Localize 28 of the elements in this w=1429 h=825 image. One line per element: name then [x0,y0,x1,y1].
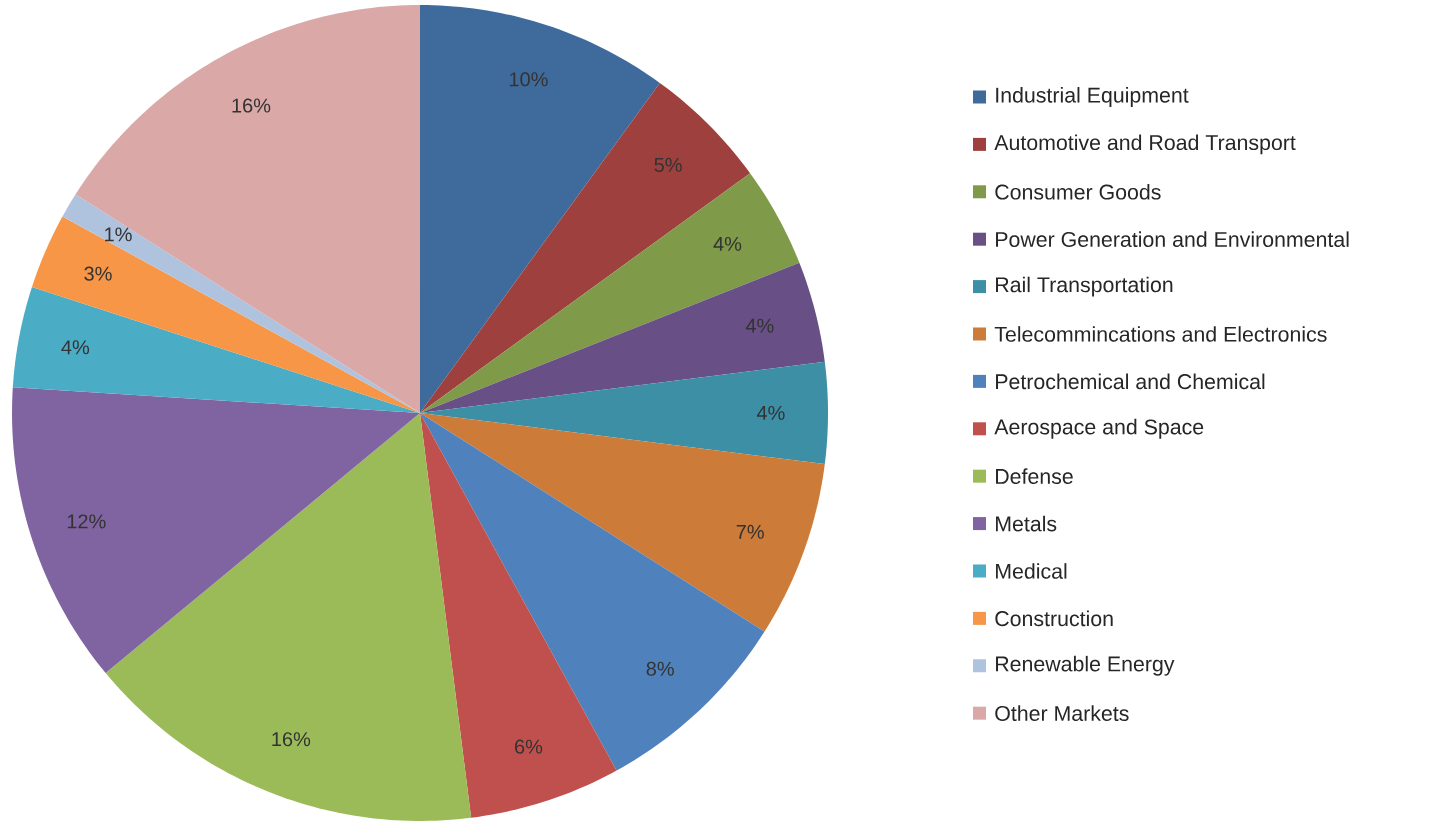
data-label: 4% [713,236,742,251]
data-label: 16% [232,98,271,113]
legend-label: Renewable Energy [996,655,1175,676]
legend-label: Metals [996,515,1057,532]
data-label: 16% [272,732,311,747]
legend-label: Other Markets [995,705,1129,722]
legend-label: Medical [996,563,1067,579]
data-label: 1% [105,227,132,242]
data-label: 4% [745,318,774,333]
legend-label: Construction [995,610,1113,627]
legend-label: Telecommincations and Electronics [994,326,1327,342]
data-label: 8% [646,661,674,676]
legend-label: Aerospace and Space [994,418,1204,439]
data-label: 3% [84,266,112,281]
legend-label: Rail Transportation [996,276,1173,297]
legend-label: Defense [996,468,1073,485]
legend-label: Industrial Equipment [996,87,1189,107]
legend-label: Power Generation and Environmental [996,231,1349,248]
data-label: 4% [756,406,785,420]
data-label: 12% [67,514,106,529]
legend-label: Petrochemical and Chemical [996,373,1265,390]
legend-label: Automotive and Road Transport [994,134,1296,155]
data-label: 5% [654,157,682,172]
legend-label: Consumer Goods [995,183,1161,200]
data-label: 7% [736,524,764,539]
data-label: 4% [61,340,90,355]
data-label: 6% [515,739,543,754]
data-label: 10% [509,72,548,87]
